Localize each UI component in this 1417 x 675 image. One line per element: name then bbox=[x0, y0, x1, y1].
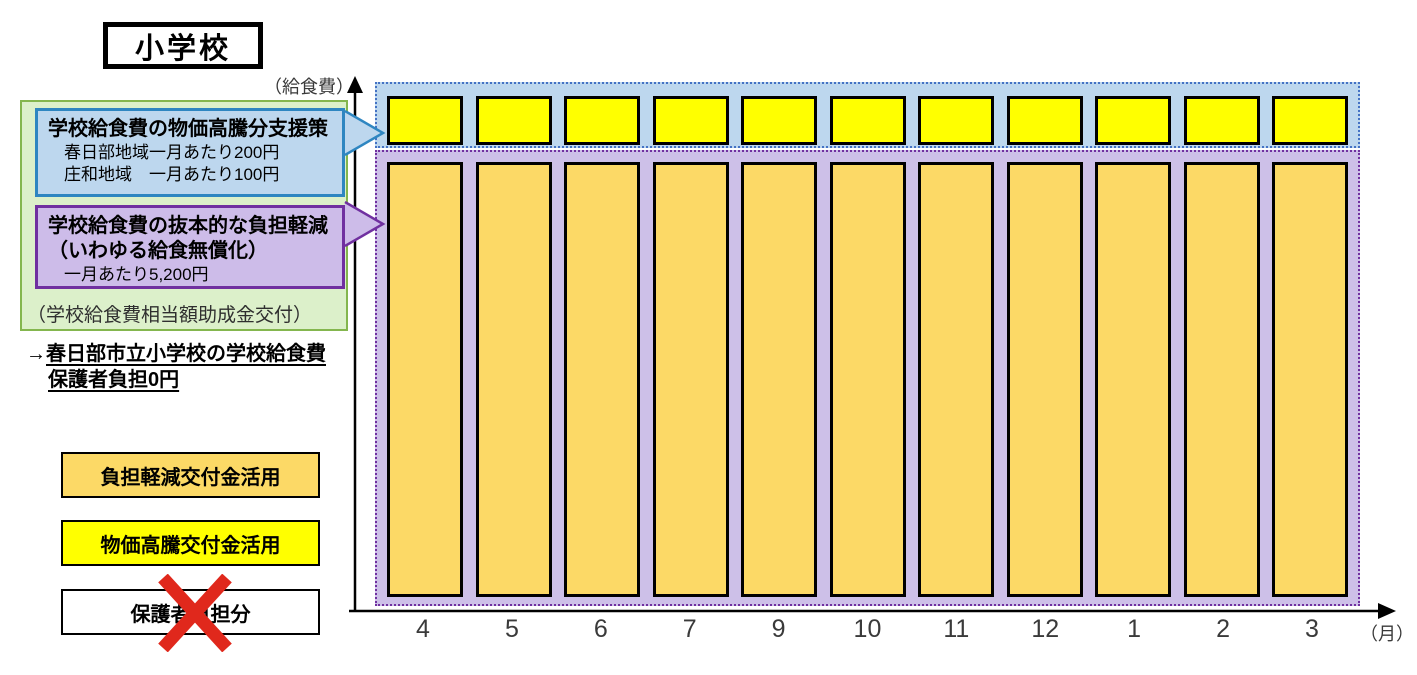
page-title: 小学校 bbox=[103, 22, 263, 69]
price-support-bar-month-1 bbox=[1095, 96, 1171, 145]
price-support-bar-month-9 bbox=[741, 96, 817, 145]
subsidy-bar-month-3 bbox=[1272, 162, 1348, 597]
x-tick-label-5: 5 bbox=[504, 615, 519, 643]
x-tick-label-6: 6 bbox=[593, 615, 608, 643]
price-support-band bbox=[375, 82, 1360, 148]
price-support-callout-pointer-icon bbox=[344, 110, 386, 156]
crossed-out-x-icon bbox=[158, 574, 232, 652]
subsidy-band bbox=[375, 150, 1360, 606]
price-support-callout-line2: 庄和地域 一月あたり100円 bbox=[64, 165, 280, 185]
y-axis-label: （給食費） bbox=[264, 77, 354, 97]
page-title-text: 小学校 bbox=[134, 32, 231, 65]
subsidy-bar-month-4 bbox=[387, 162, 463, 597]
legend-label: 負担軽減交付金活用 bbox=[100, 466, 281, 489]
result-note: →春日部市立小学校の学校給食費 保護者負担0円 bbox=[26, 341, 326, 394]
x-axis-unit-label: （月） bbox=[1360, 624, 1414, 644]
subsidy-bar-month-7 bbox=[652, 162, 729, 597]
subsidy-bar-month-11 bbox=[918, 162, 994, 597]
price-support-bar-month-12 bbox=[1006, 96, 1083, 145]
x-tick-label-10: 10 bbox=[853, 615, 882, 643]
price-support-bar-month-10 bbox=[829, 96, 906, 145]
x-axis-arrowhead bbox=[1378, 603, 1396, 619]
x-tick-label-3: 3 bbox=[1304, 615, 1319, 643]
x-tick-label-2: 2 bbox=[1216, 615, 1230, 643]
price-support-bar-month-4 bbox=[387, 96, 463, 145]
x-tick-label-4: 4 bbox=[416, 615, 430, 643]
price-support-callout-line1: 春日部地域一月あたり200円 bbox=[64, 143, 280, 162]
price-support-callout-title: 学校給食費の物価高騰分支援策 bbox=[48, 118, 328, 140]
burden-reduction-callout-title1: 学校給食費の抜本的な負担軽減 bbox=[48, 215, 328, 237]
price-support-bar-month-6 bbox=[564, 96, 640, 145]
legend-item-price-support: 物価高騰交付金活用 bbox=[61, 520, 320, 566]
price-support-bar-month-2 bbox=[1183, 96, 1260, 145]
x-tick-label-1: 1 bbox=[1127, 615, 1142, 643]
price-support-callout: 学校給食費の物価高騰分支援策 春日部地域一月あたり200円 庄和地域 一月あたり… bbox=[35, 108, 345, 197]
subsidy-bar-month-2 bbox=[1183, 162, 1260, 597]
price-support-bar-month-3 bbox=[1272, 96, 1348, 145]
burden-reduction-callout: 学校給食費の抜本的な負担軽減 （いわゆる給食無償化） 一月あたり5,200円 bbox=[35, 205, 345, 289]
price-support-bar-month-7 bbox=[652, 96, 729, 145]
subsidy-bar-month-12 bbox=[1006, 162, 1083, 597]
subsidy-bar-month-6 bbox=[564, 162, 640, 597]
burden-reduction-callout-pointer-icon bbox=[344, 201, 386, 247]
x-tick-label-12: 12 bbox=[1031, 615, 1060, 643]
x-tick-label-7: 7 bbox=[682, 615, 697, 643]
price-support-bar-month-11 bbox=[918, 96, 994, 145]
subsidy-panel-caption: （学校給食費相当額助成金交付） bbox=[27, 305, 313, 326]
subsidy-bar-month-9 bbox=[741, 162, 817, 597]
x-tick-label-9: 9 bbox=[771, 615, 786, 643]
burden-reduction-callout-detail: 一月あたり5,200円 bbox=[64, 265, 209, 284]
subsidy-bar-month-1 bbox=[1095, 162, 1171, 597]
legend-label: 物価高騰交付金活用 bbox=[100, 534, 281, 557]
result-note-line2: 保護者負担0円 bbox=[48, 369, 180, 392]
burden-reduction-callout-title2: （いわゆる給食無償化） bbox=[48, 240, 268, 262]
result-note-line1: 春日部市立小学校の学校給食費 bbox=[46, 343, 326, 365]
result-note-arrow: → bbox=[26, 343, 46, 365]
x-tick-label-11: 11 bbox=[943, 615, 970, 643]
x-axis-tick-labels: 4 5 6 7 9 10 11 12 1 2 3 bbox=[375, 615, 1360, 644]
subsidy-bar-month-5 bbox=[475, 162, 552, 597]
subsidy-bar-month-10 bbox=[829, 162, 906, 597]
legend-item-burden-reduction: 負担軽減交付金活用 bbox=[61, 452, 320, 498]
price-support-bar-month-5 bbox=[475, 96, 552, 145]
